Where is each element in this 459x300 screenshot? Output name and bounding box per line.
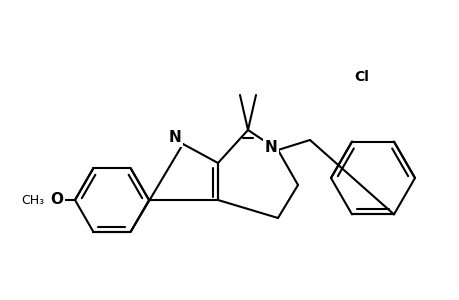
Text: N: N: [168, 130, 181, 146]
Text: Cl: Cl: [354, 70, 369, 84]
Text: CH₃: CH₃: [22, 194, 45, 206]
Text: O: O: [50, 193, 63, 208]
Text: N: N: [264, 140, 277, 155]
